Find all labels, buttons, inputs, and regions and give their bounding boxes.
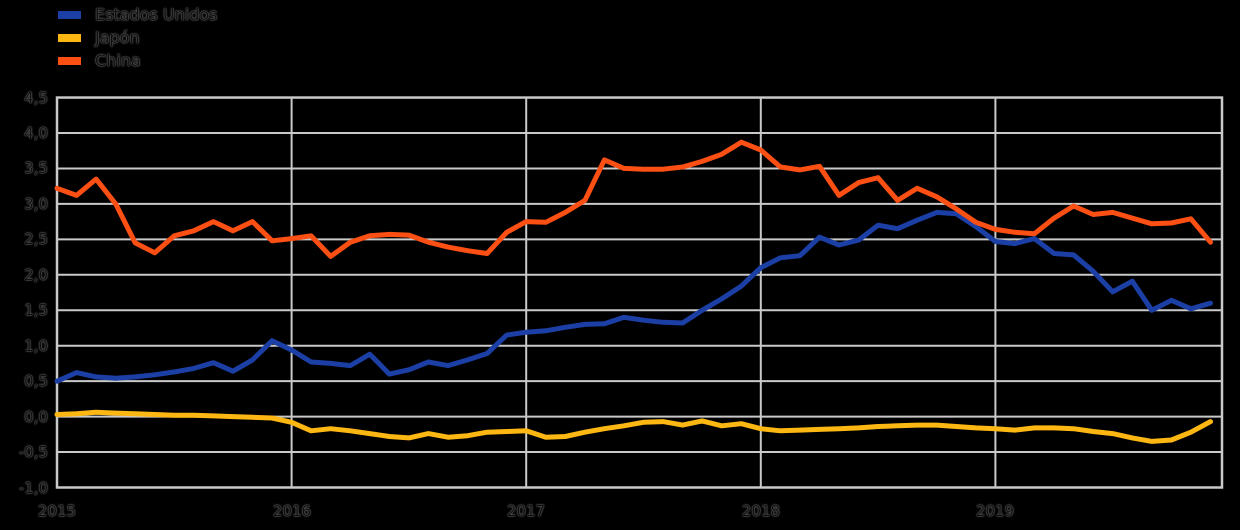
y-tick-label: 2,5 (24, 230, 48, 248)
y-tick-label: 3,5 (24, 159, 48, 177)
legend-item-estados-unidos: Estados Unidos (58, 3, 217, 26)
y-tick-label: 4,0 (24, 124, 48, 142)
series-lines (54, 139, 1213, 444)
legend: Estados Unidos Japón China (58, 3, 217, 72)
y-tick-label: 0,5 (24, 372, 48, 390)
series-line-estados-unidos (54, 209, 1213, 384)
y-tick-label: 4,5 (24, 89, 48, 107)
plot-border (55, 96, 1224, 489)
legend-label-japon: Japón (95, 28, 140, 47)
x-tick-label: 2018 (741, 502, 781, 520)
y-tick-label: 0,0 (24, 408, 48, 426)
legend-swatch-china (58, 56, 81, 65)
legend-item-japon: Japón (58, 26, 217, 49)
legend-swatch-estados-unidos (58, 10, 81, 19)
x-tick-label: 2017 (506, 502, 546, 520)
series-line-japon (54, 409, 1213, 444)
y-tick-label: 1,0 (24, 337, 48, 355)
y-tick-label: -1,0 (18, 479, 48, 497)
x-tick-label: 2016 (272, 502, 312, 520)
x-tick-label: 2019 (975, 502, 1015, 520)
y-tick-label: 2,0 (24, 266, 48, 284)
series-line-china (54, 139, 1213, 259)
legend-label-china: China (95, 51, 141, 70)
legend-label-estados-unidos: Estados Unidos (95, 5, 218, 24)
legend-swatch-japon (58, 33, 81, 42)
y-tick-label: 1,5 (24, 301, 48, 319)
y-tick-label: -0,5 (18, 443, 48, 461)
legend-item-china: China (58, 49, 217, 72)
y-tick-label: 3,0 (24, 195, 48, 213)
x-tick-label: 2015 (37, 502, 77, 520)
